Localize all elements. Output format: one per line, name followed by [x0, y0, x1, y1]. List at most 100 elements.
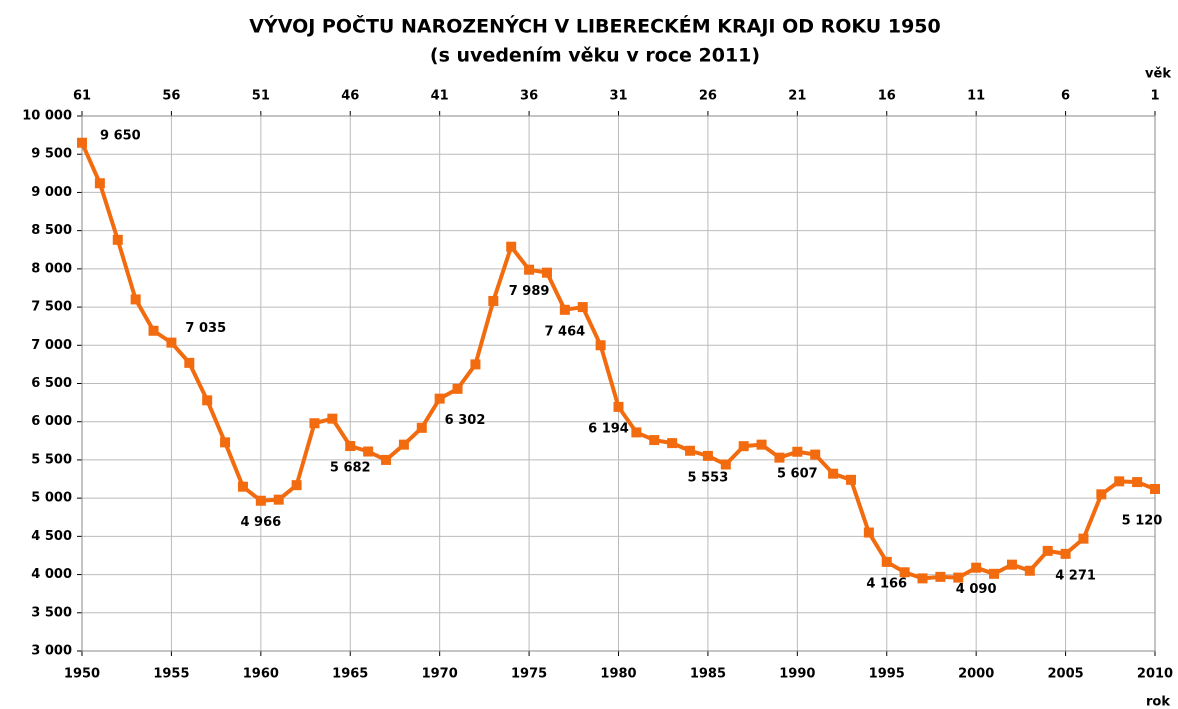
y-tick-label: 10 000	[22, 109, 72, 124]
point-marker	[237, 481, 248, 492]
point-marker	[756, 439, 767, 450]
x-tick-label: 1990	[779, 667, 815, 682]
point-marker	[667, 438, 678, 449]
x2-tick-label: 11	[967, 89, 985, 104]
point-marker	[309, 418, 320, 429]
x2-tick-label: 51	[252, 89, 270, 104]
point-marker	[810, 449, 821, 460]
point-marker	[685, 445, 696, 456]
point-marker	[863, 527, 874, 538]
point-marker	[541, 267, 552, 278]
chart-title: VÝVOJ POČTU NAROZENÝCH V LIBERECKÉM KRAJ…	[249, 14, 940, 38]
y-tick-label: 4 500	[31, 529, 72, 544]
point-marker	[989, 568, 1000, 579]
x-tick-label: 1955	[153, 667, 189, 682]
x2-tick-label: 36	[520, 89, 538, 104]
point-marker	[452, 383, 463, 394]
x2-tick-label: 26	[699, 89, 717, 104]
point-marker	[577, 302, 588, 313]
point-marker	[881, 556, 892, 567]
point-marker	[327, 413, 338, 424]
data-label: 7 464	[544, 324, 585, 339]
x-tick-label: 1965	[332, 667, 368, 682]
point-marker	[1132, 477, 1143, 488]
point-marker	[77, 137, 87, 148]
y-tick-label: 8 000	[31, 261, 72, 276]
point-marker	[273, 494, 284, 505]
point-marker	[381, 454, 392, 465]
point-marker	[1024, 565, 1035, 576]
chart-subtitle: (s uvedením věku v roce 2011)	[430, 45, 760, 67]
point-marker	[130, 294, 141, 305]
y-tick-label: 7 000	[31, 338, 72, 353]
point-marker	[720, 459, 731, 470]
x-tick-label: 2005	[1047, 667, 1083, 682]
y-tick-label: 3 000	[31, 644, 72, 659]
point-marker	[935, 571, 946, 582]
x2-tick-label: 61	[73, 89, 91, 104]
point-marker	[416, 422, 427, 433]
point-marker	[1006, 559, 1017, 570]
data-label: 4 090	[956, 582, 997, 597]
x-tick-label: 2000	[958, 667, 994, 682]
x2-tick-label: 1	[1150, 89, 1159, 104]
x2-tick-label: 6	[1061, 89, 1070, 104]
y-tick-label: 5 500	[31, 452, 72, 467]
x-tick-label: 1970	[422, 667, 458, 682]
point-marker	[202, 395, 213, 406]
point-marker	[702, 450, 713, 461]
point-marker	[291, 480, 302, 491]
y-tick-label: 9 500	[31, 147, 72, 162]
x-axis-label: rok	[1146, 695, 1170, 709]
point-marker	[363, 446, 374, 457]
point-marker	[631, 427, 642, 438]
point-marker	[506, 241, 517, 252]
data-label: 4 271	[1055, 568, 1096, 583]
y-tick-label: 8 500	[31, 223, 72, 238]
x-tick-label: 1950	[64, 667, 100, 682]
point-marker	[1042, 545, 1053, 556]
x2-tick-label: 21	[788, 89, 806, 104]
point-marker	[220, 437, 231, 448]
x-tick-label: 1975	[511, 667, 547, 682]
point-marker	[899, 567, 910, 578]
point-marker	[398, 439, 409, 450]
point-marker	[1078, 533, 1089, 544]
y-tick-label: 3 500	[31, 605, 72, 620]
y-tick-label: 9 000	[31, 185, 72, 200]
x2-tick-label: 46	[341, 89, 359, 104]
x-tick-label: 1960	[243, 667, 279, 682]
x-tick-label: 1995	[869, 667, 905, 682]
point-marker	[488, 295, 499, 306]
point-marker	[738, 441, 749, 452]
x-tick-label: 1985	[690, 667, 726, 682]
point-marker	[112, 234, 123, 245]
point-marker	[470, 359, 481, 370]
point-marker	[774, 452, 785, 463]
point-marker	[792, 446, 803, 457]
y-tick-label: 4 000	[31, 567, 72, 582]
data-label: 6 302	[445, 413, 486, 428]
point-marker	[255, 495, 266, 506]
data-label: 7 989	[509, 284, 550, 299]
y-tick-label: 5 000	[31, 491, 72, 506]
point-marker	[559, 304, 570, 315]
x2-tick-label: 41	[431, 89, 449, 104]
y-tick-label: 6 000	[31, 414, 72, 429]
data-label: 6 194	[588, 421, 629, 436]
point-marker	[166, 337, 177, 348]
data-label: 9 650	[100, 128, 141, 143]
point-marker	[1114, 476, 1125, 487]
point-marker	[1096, 489, 1107, 500]
x2-axis-label: věk	[1145, 67, 1171, 82]
point-marker	[94, 178, 105, 189]
x-tick-label: 2010	[1137, 667, 1173, 682]
point-marker	[917, 573, 928, 584]
point-marker	[524, 264, 535, 275]
y-tick-label: 6 500	[31, 376, 72, 391]
point-marker	[434, 393, 445, 404]
y-tick-label: 7 500	[31, 300, 72, 315]
point-marker	[595, 340, 606, 351]
